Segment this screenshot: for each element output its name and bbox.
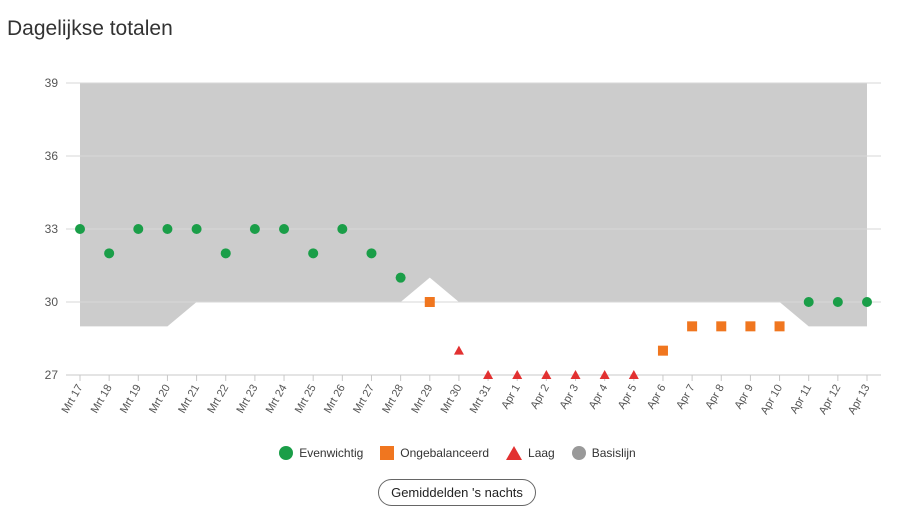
legend-label-baseline: Basislijn — [591, 446, 636, 460]
x-tick-label-27: Apr 13 — [846, 383, 873, 417]
data-point-15 — [512, 370, 523, 379]
data-point-21 — [687, 321, 698, 332]
x-tick-label-25: Apr 11 — [788, 383, 814, 416]
data-point-6 — [249, 224, 260, 234]
data-point-22 — [716, 321, 727, 332]
data-point-17 — [570, 370, 581, 379]
data-point-10 — [366, 248, 377, 259]
x-tick-label-24: Apr 10 — [759, 383, 786, 417]
data-point-18 — [599, 370, 610, 379]
x-tick-label-3: Mrt 20 — [147, 383, 173, 416]
x-tick-label-11: Mrt 28 — [380, 383, 406, 416]
x-tick-label-10: Mrt 27 — [351, 383, 377, 416]
legend-marker-balanced — [279, 446, 294, 460]
legend-marker-baseline — [571, 446, 586, 460]
x-tick-label-12: Mrt 29 — [409, 383, 435, 416]
x-tick-label-20: Apr 6 — [645, 383, 669, 412]
legend-item-low[interactable]: Laag — [505, 445, 555, 461]
daily-totals-chart: 27 30 33 36 39 Mrt 17 Mrt 18 Mrt 19 Mrt 20 Mrt 21… — [45, 76, 881, 417]
x-tick-label-1: Mrt 18 — [89, 383, 115, 416]
x-tick-label-26: Apr 12 — [817, 383, 844, 417]
baseline-band — [80, 83, 867, 327]
data-point-24 — [774, 321, 785, 332]
night-averages-button[interactable]: Gemiddelden 's nachts — [378, 479, 536, 506]
x-tick-label-4: Mrt 21 — [176, 383, 202, 416]
data-point-1 — [104, 248, 115, 259]
data-point-11 — [395, 272, 406, 283]
data-point-20 — [657, 345, 668, 356]
data-point-12 — [424, 297, 435, 307]
data-point-23 — [745, 321, 756, 332]
data-point-16 — [541, 370, 552, 379]
y-tick-label-27: 27 — [45, 368, 59, 382]
data-point-9 — [337, 224, 348, 234]
legend-item-unbalanced[interactable]: Ongebalanceerd — [379, 445, 489, 461]
x-tick-label-9: Mrt 26 — [322, 383, 348, 416]
chart-legend: Evenwichtig Ongebalanceerd Laag Basislij… — [0, 445, 914, 461]
data-point-4 — [191, 224, 202, 234]
x-tick-label-8: Mrt 25 — [293, 383, 319, 416]
data-point-19 — [628, 370, 639, 379]
legend-label-unbalanced: Ongebalanceerd — [400, 446, 490, 460]
data-point-3 — [162, 224, 173, 234]
y-tick-label-39: 39 — [45, 76, 59, 90]
x-tick-label-13: Mrt 30 — [439, 383, 465, 416]
data-point-7 — [279, 224, 290, 234]
data-point-26 — [832, 297, 843, 307]
x-tick-label-2: Mrt 19 — [118, 383, 144, 416]
y-tick-label-30: 30 — [45, 295, 59, 309]
legend-marker-unbalanced — [380, 446, 395, 460]
x-tick-label-15: Apr 1 — [499, 383, 523, 412]
legend-item-baseline[interactable]: Basislijn — [571, 445, 636, 461]
x-tick-label-18: Apr 4 — [587, 383, 611, 412]
legend-item-balanced[interactable]: Evenwichtig — [278, 445, 363, 461]
x-tick-label-21: Apr 7 — [674, 383, 698, 412]
x-tick-label-6: Mrt 23 — [235, 383, 261, 416]
legend-label-balanced: Evenwichtig — [299, 446, 364, 460]
x-tick-label-17: Apr 3 — [558, 383, 582, 412]
data-point-27 — [862, 297, 872, 307]
legend-marker-low — [506, 446, 523, 460]
x-tick-label-14: Mrt 31 — [468, 383, 494, 416]
data-point-13 — [453, 345, 464, 355]
x-tick-label-0: Mrt 17 — [60, 383, 86, 416]
data-point-25 — [803, 297, 814, 307]
x-tick-label-23: Apr 9 — [732, 383, 756, 412]
data-point-2 — [133, 224, 144, 234]
y-tick-label-36: 36 — [45, 149, 59, 163]
y-tick-label-33: 33 — [45, 222, 59, 236]
page-title: Dagelijkse totalen — [7, 17, 173, 40]
data-point-14 — [483, 370, 494, 379]
data-point-8 — [308, 248, 319, 259]
x-tick-label-22: Apr 8 — [703, 383, 727, 412]
legend-label-low: Laag — [528, 446, 555, 460]
x-tick-label-5: Mrt 22 — [205, 383, 231, 416]
x-tick-label-7: Mrt 24 — [264, 383, 290, 416]
data-point-5 — [220, 248, 231, 259]
data-point-0 — [75, 224, 85, 234]
x-tick-label-19: Apr 5 — [616, 383, 640, 412]
x-tick-label-16: Apr 2 — [528, 383, 552, 412]
